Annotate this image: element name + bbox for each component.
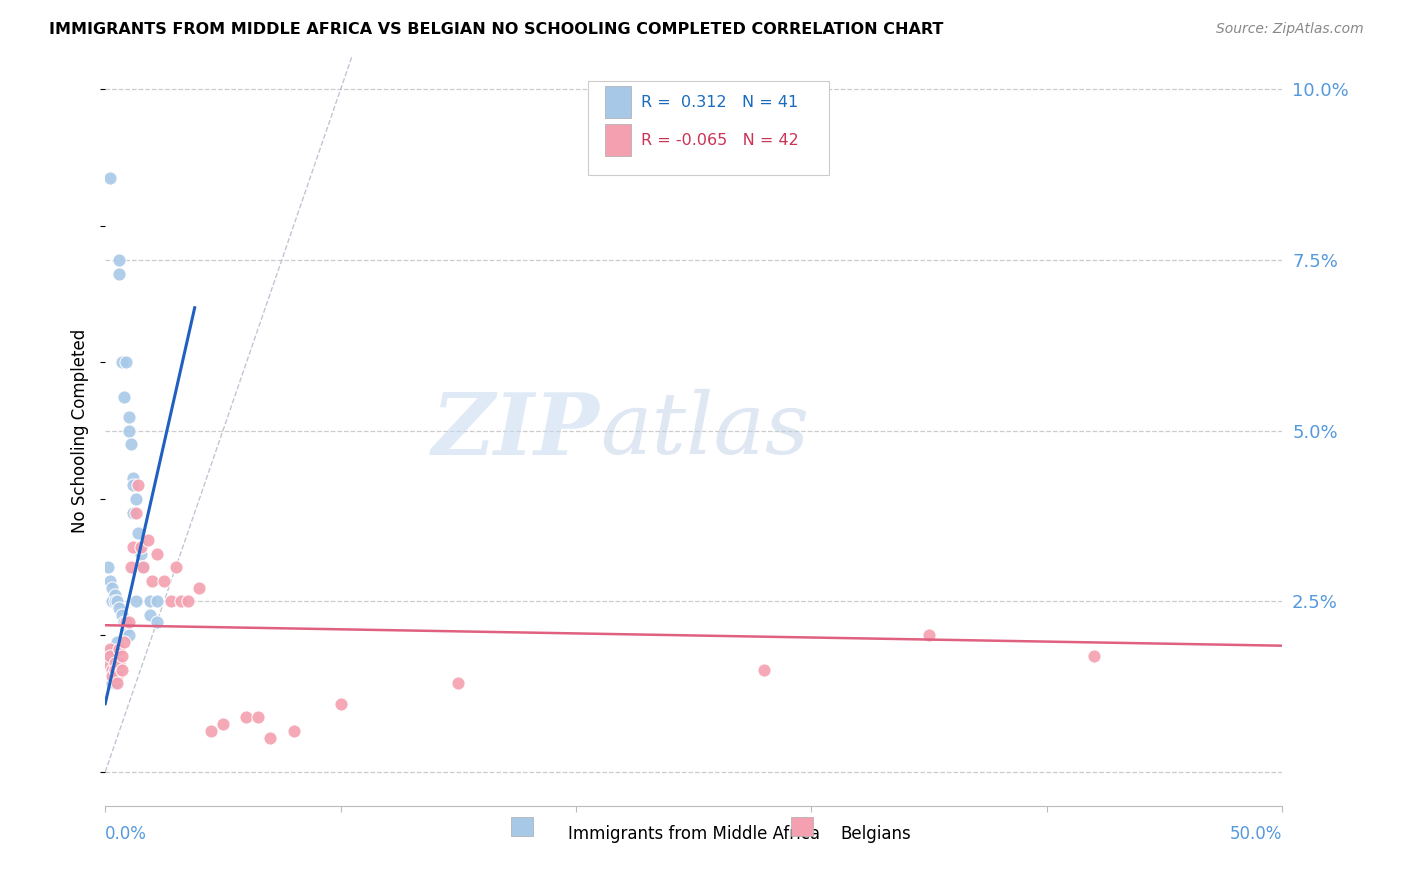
Point [111,355,134,369]
Point [139,594,162,608]
Point [98,171,121,186]
Point [118,615,141,629]
Point [122,540,145,554]
FancyBboxPatch shape [588,81,830,176]
Point [97,656,120,670]
Point [212,717,235,731]
Bar [512,817,533,836]
Point [104,642,127,657]
Point [105,594,128,608]
Point [108,656,131,670]
Point [111,648,134,663]
Point [188,581,211,595]
Point [104,663,127,677]
Point [101,669,124,683]
Point [125,491,148,506]
Point [108,252,131,267]
Text: Source: ZipAtlas.com: Source: ZipAtlas.com [1216,22,1364,37]
Point [104,594,127,608]
Point [104,656,127,670]
Point [104,587,127,601]
Text: ZIP: ZIP [432,389,599,473]
Point [111,663,134,677]
Point [104,676,127,690]
Point [129,547,152,561]
Point [169,594,191,608]
Point [118,409,141,424]
Point [200,724,222,739]
Point [105,635,128,649]
Point [98,648,121,663]
Text: Belgians: Belgians [841,825,911,843]
Point [115,355,138,369]
Point [101,594,124,608]
Point [918,628,941,642]
Point [101,663,124,677]
Point [105,656,128,670]
Point [125,506,148,520]
Point [754,663,776,677]
Point [125,594,148,608]
Point [108,601,131,615]
Y-axis label: No Schooling Completed: No Schooling Completed [72,328,89,533]
Point [122,478,145,492]
Text: R = -0.065   N = 42: R = -0.065 N = 42 [641,133,799,148]
Point [105,676,128,690]
Point [176,594,198,608]
Text: 0.0%: 0.0% [105,825,148,843]
Point [118,628,141,642]
Text: Immigrants from Middle Africa: Immigrants from Middle Africa [568,825,820,843]
Point [329,697,352,711]
Point [115,622,138,636]
Point [118,424,141,438]
Point [97,560,120,574]
Point [101,676,124,690]
Point [122,506,145,520]
Point [105,669,128,683]
Point [146,615,169,629]
Point [122,471,145,485]
Point [235,710,257,724]
Point [112,635,135,649]
Point [132,560,155,574]
Point [101,581,124,595]
Point [283,724,305,739]
Point [108,642,131,657]
Point [127,478,149,492]
Bar [792,817,813,836]
Point [101,642,124,657]
Point [447,676,470,690]
Text: atlas: atlas [599,389,808,472]
Point [127,526,149,541]
Bar [606,87,631,118]
Point [120,437,142,451]
Point [115,615,138,629]
Point [98,648,121,663]
Point [112,390,135,404]
Point [108,267,131,281]
Point [120,560,142,574]
Bar [606,125,631,156]
Text: 50.0%: 50.0% [1230,825,1282,843]
Point [141,574,163,588]
Point [136,533,159,547]
Point [160,594,183,608]
Point [153,574,176,588]
Point [259,731,281,745]
Point [146,594,169,608]
Point [146,547,169,561]
Point [112,615,135,629]
Point [139,607,162,622]
Point [98,642,121,657]
Point [98,574,121,588]
Point [132,560,155,574]
Point [129,540,152,554]
Text: R =  0.312   N = 41: R = 0.312 N = 41 [641,95,799,110]
Point [111,607,134,622]
Point [108,663,131,677]
Point [165,560,187,574]
Point [1083,648,1105,663]
Point [247,710,270,724]
Text: IMMIGRANTS FROM MIDDLE AFRICA VS BELGIAN NO SCHOOLING COMPLETED CORRELATION CHAR: IMMIGRANTS FROM MIDDLE AFRICA VS BELGIAN… [49,22,943,37]
